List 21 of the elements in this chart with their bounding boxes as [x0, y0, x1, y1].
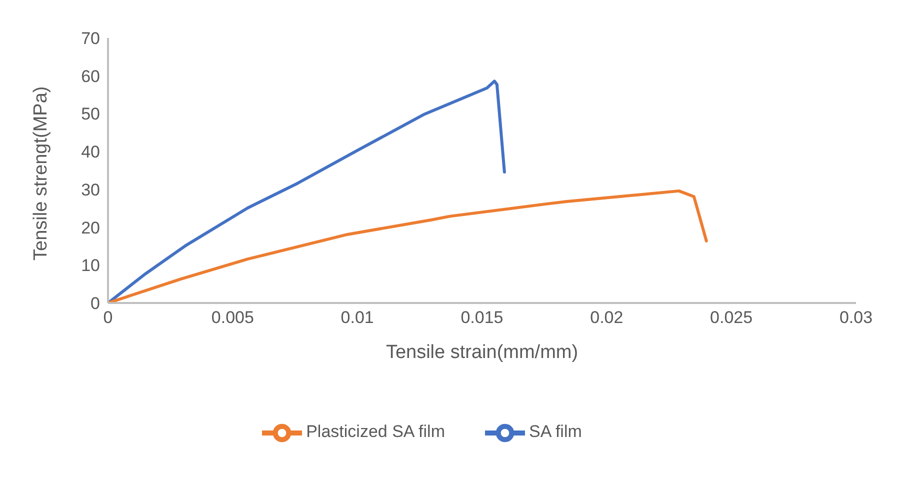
- x-tick-label: 0.025: [710, 308, 753, 328]
- x-tick-label: 0.01: [340, 308, 374, 328]
- y-tick-label: 30: [81, 180, 100, 200]
- y-tick-label: 10: [81, 256, 100, 276]
- x-tick-label: 0: [103, 308, 113, 328]
- y-tick-label: 50: [81, 104, 100, 124]
- y-axis-title: Tensile strengt(MPa): [30, 86, 52, 260]
- y-tick-label: 0: [90, 294, 100, 314]
- y-tick-label: 40: [81, 142, 100, 162]
- x-axis-title: Tensile strain(mm/mm): [386, 342, 578, 363]
- y-tick-label: 20: [81, 218, 100, 238]
- x-tick-label: 0.02: [590, 308, 624, 328]
- line-series: [108, 189, 708, 303]
- x-tick-label: 0.015: [460, 308, 504, 328]
- legend-label: Plasticized SA film: [306, 422, 445, 442]
- x-tick-label: 0.005: [211, 308, 254, 328]
- line-series: [108, 80, 506, 303]
- y-tick-label: 70: [81, 29, 100, 48]
- y-tick-label: 60: [81, 66, 100, 86]
- legend-label: SA film: [528, 422, 582, 442]
- x-tick-label: 0.03: [839, 308, 873, 328]
